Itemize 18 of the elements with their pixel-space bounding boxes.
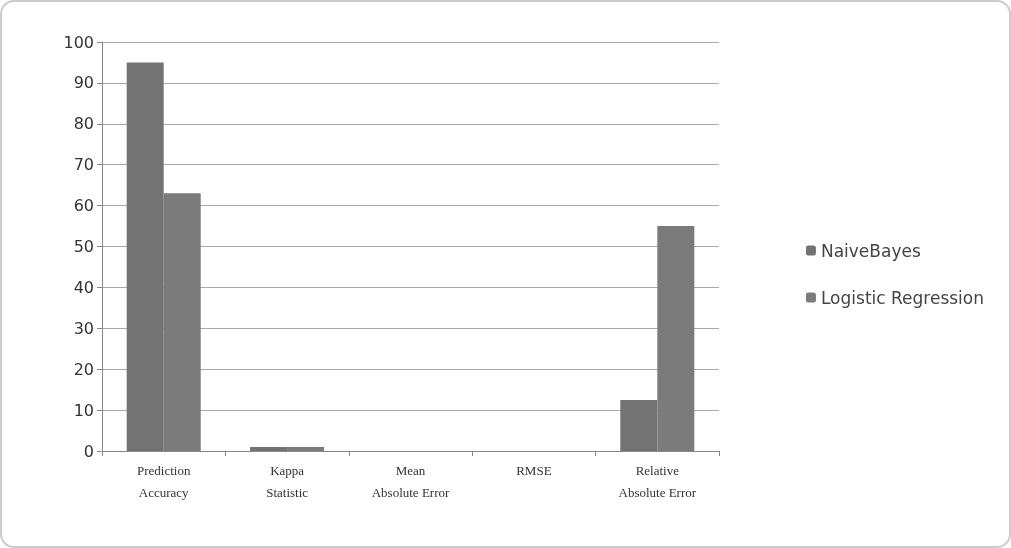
y-tick-label: 90 xyxy=(73,73,94,93)
x-tick-label: Prediction Accuracy xyxy=(136,462,191,500)
y-tick-label: 70 xyxy=(73,155,94,175)
y-tick-label: 60 xyxy=(73,196,94,216)
y-tick-label: 80 xyxy=(73,114,94,134)
x-tick-label: Mean Absolute Error xyxy=(371,462,450,500)
y-tick-label: 50 xyxy=(73,237,94,256)
y-tick-label: 40 xyxy=(73,277,94,297)
y-tick-label: 0 xyxy=(83,441,94,461)
y-tick-label: 100 xyxy=(63,32,94,52)
x-tick-label: Kappa Statistic xyxy=(266,462,309,500)
legend-label: NaiveBayes xyxy=(820,240,921,261)
x-tick-label: RMSE xyxy=(516,462,552,478)
y-tick-label: 20 xyxy=(73,359,94,379)
legend-label: Logistic Regression xyxy=(820,287,985,308)
y-tick-label: 10 xyxy=(73,400,94,420)
y-tick-label: 30 xyxy=(73,318,94,338)
x-tick-label: Relative Absolute Error xyxy=(618,462,697,500)
